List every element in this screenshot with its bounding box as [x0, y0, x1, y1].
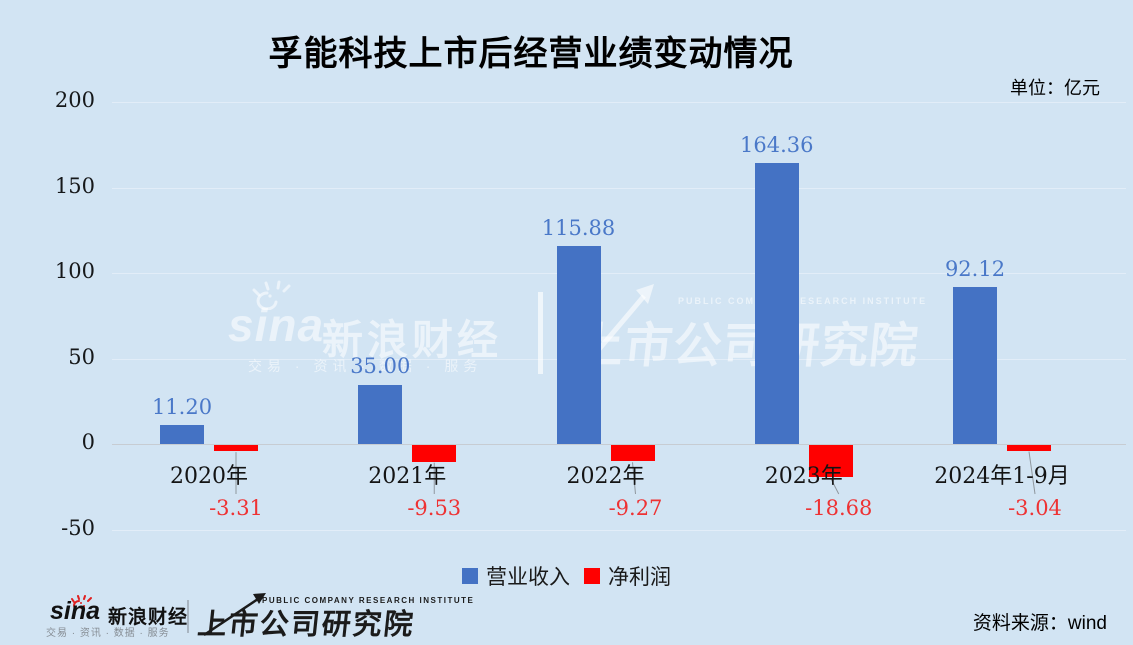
- profit-value-label: -9.53: [407, 496, 462, 520]
- profit-bar: [808, 445, 853, 478]
- category-label: 2022年: [566, 464, 645, 489]
- zero-axis-line: [112, 444, 1126, 446]
- sina-flame-icon: [71, 595, 92, 609]
- footer-institute-en: PUBLIC COMPANY RESEARCH INSTITUTE: [262, 596, 475, 605]
- profit-swatch-icon: [584, 568, 600, 584]
- profit-bar: [412, 445, 457, 462]
- legend: 营业收入 净利润: [0, 561, 1133, 591]
- y-tick-label: 200: [54, 88, 95, 112]
- revenue-value-label: 11.20: [151, 395, 213, 420]
- profit-bar: [1007, 445, 1051, 451]
- y-tick-label: 150: [54, 173, 95, 198]
- profit-value-label: -3.04: [1008, 496, 1062, 520]
- y-tick-label: 0: [81, 430, 95, 455]
- category-label: 2021年: [368, 464, 447, 489]
- footer-arrow-icon: [203, 593, 266, 637]
- revenue-value-label: 92.12: [944, 256, 1006, 281]
- source-label: 资料来源：wind: [972, 613, 1107, 634]
- footer-brand: 新浪财经: [108, 607, 189, 628]
- revenue-bar: [160, 425, 204, 445]
- legend-item-profit: 净利润: [584, 561, 671, 591]
- profit-value-label: -3.31: [209, 496, 263, 520]
- footer-tagline: 交易 · 资讯 · 数据 · 服务: [46, 628, 170, 639]
- legend-item-revenue: 营业收入: [462, 561, 570, 591]
- revenue-bar: [556, 246, 601, 445]
- gridline: [112, 530, 1126, 531]
- footer-sina-wordmark: sina: [50, 597, 101, 625]
- profit-bar: [610, 445, 655, 462]
- y-tick-label: 50: [68, 344, 95, 369]
- footer-divider: [187, 600, 189, 633]
- category-label: 2020年: [170, 464, 248, 489]
- chart-title: 孚能科技上市后经营业绩变动情况: [268, 35, 794, 73]
- revenue-bar: [358, 384, 403, 445]
- gridline: [112, 187, 1126, 189]
- category-label: 2024年1-9月: [934, 464, 1070, 489]
- revenue-value-label: 115.88: [541, 216, 616, 240]
- unit-label: 单位：亿元: [1010, 78, 1100, 98]
- revenue-value-label: 164.36: [740, 133, 814, 158]
- profit-bar: [214, 445, 258, 452]
- revenue-bar: [953, 286, 997, 445]
- profit-value-label: -18.68: [805, 496, 873, 520]
- legend-label-revenue: 营业收入: [486, 565, 570, 589]
- y-tick-label: 100: [54, 259, 95, 284]
- revenue-swatch-icon: [462, 568, 478, 584]
- gridline: [112, 273, 1126, 275]
- gridline: [112, 102, 1126, 103]
- revenue-value-label: 35.00: [350, 354, 411, 379]
- y-tick-label: -50: [61, 516, 95, 540]
- footer: sina 新浪财经 交易 · 资讯 · 数据 · 服务 PUBLIC COMPA…: [0, 593, 1133, 645]
- profit-value-label: -9.27: [608, 496, 663, 520]
- revenue-bar: [754, 163, 799, 445]
- legend-label-profit: 净利润: [608, 565, 671, 589]
- category-label: 2023年: [764, 464, 843, 489]
